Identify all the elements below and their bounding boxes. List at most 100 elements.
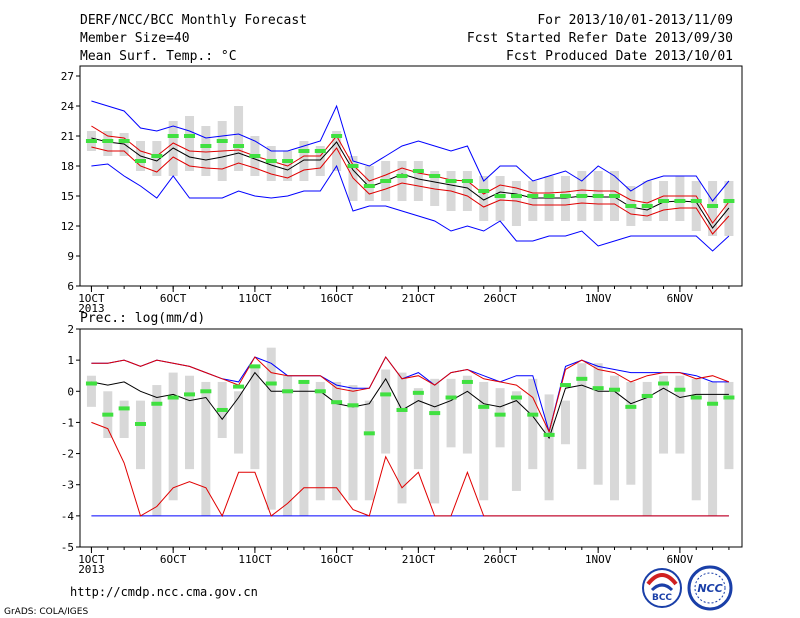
box	[348, 385, 358, 501]
median-marker	[658, 381, 670, 386]
x-tick-label: 11OCT	[238, 292, 271, 305]
box	[691, 181, 701, 231]
median-marker	[282, 389, 294, 394]
lower-line	[91, 421, 729, 518]
box	[119, 400, 129, 438]
start-date-label: Fcst Started Refer Date 2013/09/30	[467, 31, 733, 46]
box	[479, 176, 489, 221]
box	[364, 166, 374, 201]
box	[397, 161, 407, 201]
ncc-logo: NCC	[687, 565, 733, 611]
median-marker	[723, 199, 735, 203]
x-tick-label: 26OCT	[484, 553, 517, 566]
x-tick-label: 6OCT	[160, 553, 187, 566]
median-marker	[592, 386, 604, 391]
chart-title: DERF/NCC/BCC Monthly Forecast	[80, 13, 307, 28]
grads-credit: GrADS: COLA/IGES	[4, 607, 88, 617]
median-marker	[461, 179, 473, 183]
median-marker	[674, 387, 686, 392]
median-marker	[510, 395, 522, 400]
min-line	[91, 163, 730, 252]
box	[626, 381, 636, 485]
box	[397, 372, 407, 504]
box	[413, 388, 423, 470]
median-marker	[543, 432, 555, 437]
y-tick-label: 12	[61, 220, 74, 233]
box	[528, 181, 538, 221]
median-marker	[216, 407, 228, 412]
median-marker	[363, 184, 375, 188]
x-tick-label: 1OCT	[78, 553, 105, 566]
median-marker	[363, 431, 375, 436]
box	[528, 378, 538, 470]
median-marker	[314, 389, 326, 394]
median-marker	[347, 164, 359, 168]
x-tick-label: 11OCT	[238, 553, 271, 566]
box	[185, 375, 195, 470]
y-tick-label: 27	[61, 70, 74, 83]
median-marker	[576, 194, 588, 198]
median-marker	[331, 400, 343, 405]
x-tick-label: 1OCT	[78, 292, 105, 305]
variable-label: Mean Surf. Temp.: °C	[80, 49, 237, 64]
mean-line	[91, 371, 729, 440]
median-marker	[233, 384, 245, 389]
median-marker	[641, 393, 653, 398]
box	[201, 126, 211, 176]
median-marker	[118, 406, 130, 411]
upper-line	[91, 356, 730, 434]
box	[691, 378, 701, 501]
median-marker	[200, 144, 212, 148]
median-marker	[233, 144, 245, 148]
forecast-period-label: For 2013/10/01-2013/11/09	[537, 13, 733, 28]
y-tick-label: 1	[67, 354, 74, 367]
box	[332, 381, 342, 501]
x-tick-label: 21OCT	[402, 292, 435, 305]
box	[364, 400, 374, 501]
box	[577, 363, 587, 470]
box	[103, 131, 113, 156]
y-tick-label: -4	[61, 510, 75, 523]
x-tick-label: 16OCT	[320, 292, 353, 305]
box	[283, 375, 293, 516]
median-marker	[200, 389, 212, 394]
median-marker	[151, 401, 163, 406]
median-marker	[102, 139, 114, 143]
box	[315, 381, 325, 501]
median-marker	[184, 392, 196, 397]
median-marker	[690, 395, 702, 400]
median-marker	[249, 154, 261, 158]
box	[675, 176, 685, 221]
median-marker	[102, 412, 114, 417]
median-marker	[658, 199, 670, 203]
median-marker	[723, 395, 735, 400]
median-marker	[118, 139, 130, 143]
median-marker	[559, 383, 571, 388]
plot-frame	[79, 328, 743, 548]
median-marker	[298, 379, 310, 384]
box	[168, 372, 178, 501]
y-tick-label: -1	[61, 416, 74, 429]
median-marker	[85, 381, 97, 386]
box	[299, 381, 309, 516]
box	[152, 385, 162, 516]
y-tick-label: 15	[61, 190, 74, 203]
median-marker	[412, 169, 424, 173]
median-marker	[625, 204, 637, 208]
median-marker	[543, 194, 555, 198]
box	[86, 375, 96, 407]
median-marker	[216, 139, 228, 143]
precip-variable-label: Prec.: log(mm/d)	[80, 311, 205, 326]
y-tick-label: 6	[67, 280, 74, 293]
box	[315, 146, 325, 176]
median-marker	[559, 194, 571, 198]
x-tick-label: 16OCT	[320, 553, 353, 566]
box	[511, 391, 521, 491]
box	[462, 375, 472, 454]
box	[479, 381, 489, 501]
median-marker	[527, 412, 539, 417]
box	[659, 375, 669, 454]
